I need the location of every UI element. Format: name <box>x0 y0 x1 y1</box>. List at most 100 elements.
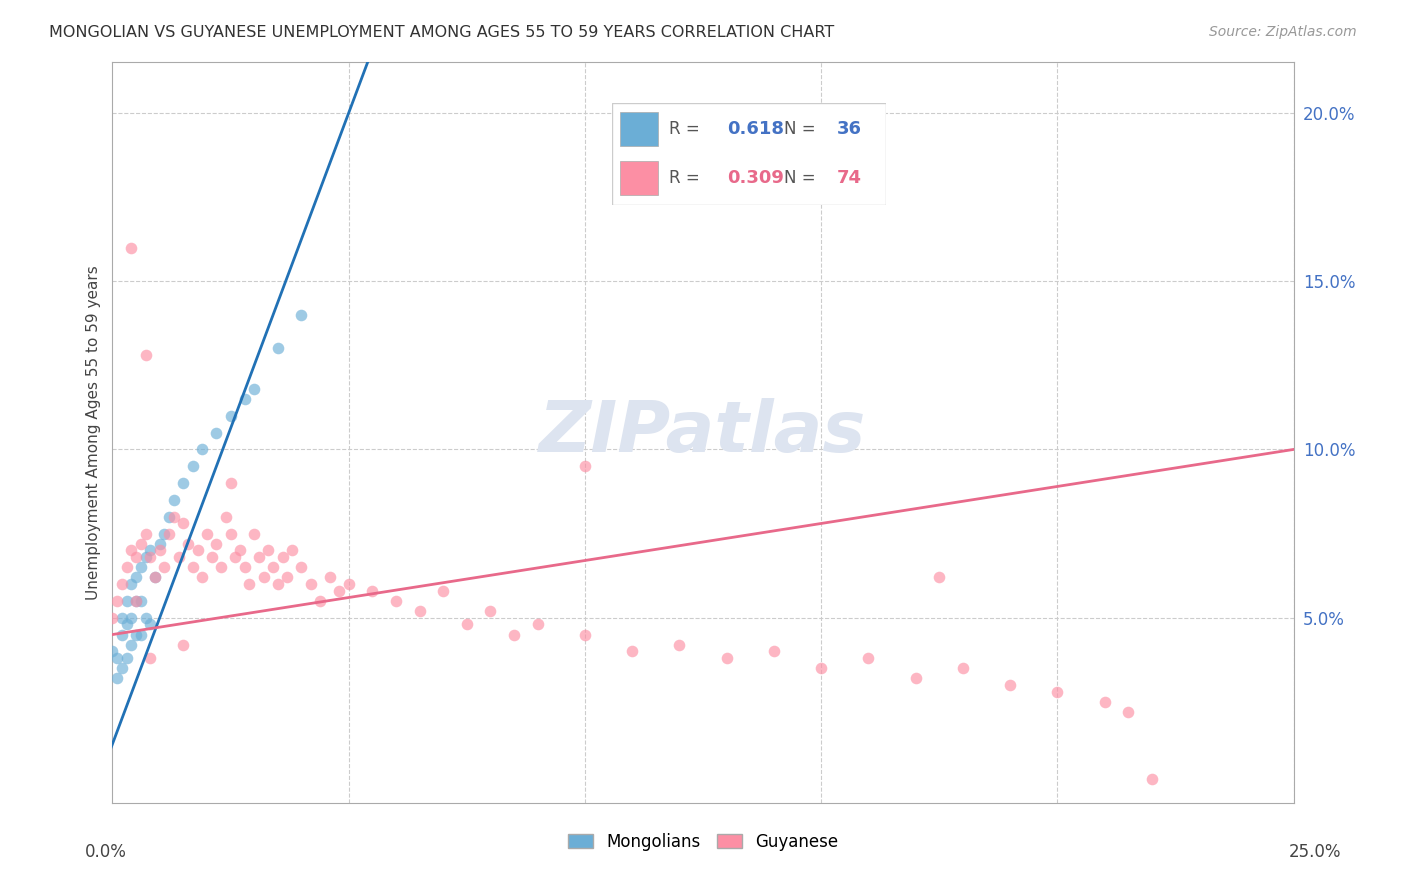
Point <box>309 594 332 608</box>
Point <box>205 536 228 550</box>
Point <box>153 560 176 574</box>
Point <box>1094 695 1116 709</box>
Point <box>201 550 224 565</box>
Point <box>904 671 927 685</box>
Point <box>186 543 208 558</box>
Text: N =: N = <box>785 120 821 137</box>
Point <box>135 348 157 362</box>
Point <box>149 536 172 550</box>
Point <box>139 550 162 565</box>
Point <box>243 526 266 541</box>
Point <box>238 577 260 591</box>
Point <box>120 577 142 591</box>
Point <box>125 594 148 608</box>
Point <box>281 543 304 558</box>
Point <box>139 617 162 632</box>
Point <box>299 577 322 591</box>
Point <box>105 594 128 608</box>
Point <box>125 570 148 584</box>
Y-axis label: Unemployment Among Ages 55 to 59 years: Unemployment Among Ages 55 to 59 years <box>86 265 101 600</box>
Point <box>224 550 246 565</box>
Text: R =: R = <box>669 120 706 137</box>
FancyBboxPatch shape <box>612 103 886 205</box>
Point <box>952 661 974 675</box>
Text: 25.0%: 25.0% <box>1288 843 1341 861</box>
Point <box>290 560 312 574</box>
Point <box>1140 772 1163 787</box>
Text: MONGOLIAN VS GUYANESE UNEMPLOYMENT AMONG AGES 55 TO 59 YEARS CORRELATION CHART: MONGOLIAN VS GUYANESE UNEMPLOYMENT AMONG… <box>49 25 834 40</box>
Point <box>125 594 148 608</box>
Point <box>276 570 298 584</box>
Point <box>153 526 176 541</box>
Point <box>111 610 134 624</box>
FancyBboxPatch shape <box>620 112 658 145</box>
Point <box>181 459 204 474</box>
Point <box>858 651 880 665</box>
Point <box>111 627 134 641</box>
Text: 0.618: 0.618 <box>727 120 783 137</box>
Point <box>262 560 284 574</box>
Point <box>191 570 214 584</box>
Point <box>163 492 186 507</box>
Point <box>762 644 785 658</box>
Point <box>120 610 142 624</box>
Legend: Mongolians, Guyanese: Mongolians, Guyanese <box>561 826 845 857</box>
Text: R =: R = <box>669 169 706 187</box>
Point <box>135 526 157 541</box>
Point <box>432 583 454 598</box>
Point <box>574 627 596 641</box>
Point <box>143 570 166 584</box>
Point <box>271 550 294 565</box>
Point <box>105 671 128 685</box>
Point <box>1046 685 1069 699</box>
Point <box>267 577 290 591</box>
Text: 36: 36 <box>837 120 862 137</box>
Point <box>149 543 172 558</box>
Point <box>668 638 690 652</box>
Point <box>172 516 194 531</box>
Text: Source: ZipAtlas.com: Source: ZipAtlas.com <box>1209 25 1357 39</box>
Point <box>177 536 200 550</box>
Point <box>209 560 232 574</box>
Point <box>101 644 124 658</box>
Point <box>115 560 138 574</box>
Point <box>135 550 157 565</box>
Point <box>129 627 152 641</box>
Point <box>115 651 138 665</box>
Point <box>319 570 342 584</box>
Point <box>247 550 270 565</box>
Point <box>229 543 252 558</box>
Text: N =: N = <box>785 169 821 187</box>
Point <box>456 617 478 632</box>
Point <box>328 583 350 598</box>
Point <box>257 543 280 558</box>
Point <box>120 240 142 254</box>
Point <box>621 644 644 658</box>
Point <box>205 425 228 440</box>
Point <box>1116 705 1139 719</box>
Point <box>243 382 266 396</box>
Point <box>385 594 408 608</box>
Point <box>408 604 430 618</box>
Text: 0.0%: 0.0% <box>84 843 127 861</box>
Point <box>125 627 148 641</box>
Point <box>215 509 238 524</box>
Text: 74: 74 <box>837 169 862 187</box>
Point <box>129 594 152 608</box>
Point <box>139 543 162 558</box>
Point <box>120 543 142 558</box>
Point <box>111 661 134 675</box>
Point <box>115 594 138 608</box>
Point <box>167 550 190 565</box>
Point <box>191 442 214 457</box>
Point <box>233 392 256 406</box>
Text: 0.309: 0.309 <box>727 169 783 187</box>
Point <box>219 526 242 541</box>
Text: ZIPatlas: ZIPatlas <box>540 398 866 467</box>
Point <box>129 536 152 550</box>
Point <box>928 570 950 584</box>
Point <box>172 476 194 491</box>
Point <box>163 509 186 524</box>
Point <box>157 509 180 524</box>
Point <box>233 560 256 574</box>
